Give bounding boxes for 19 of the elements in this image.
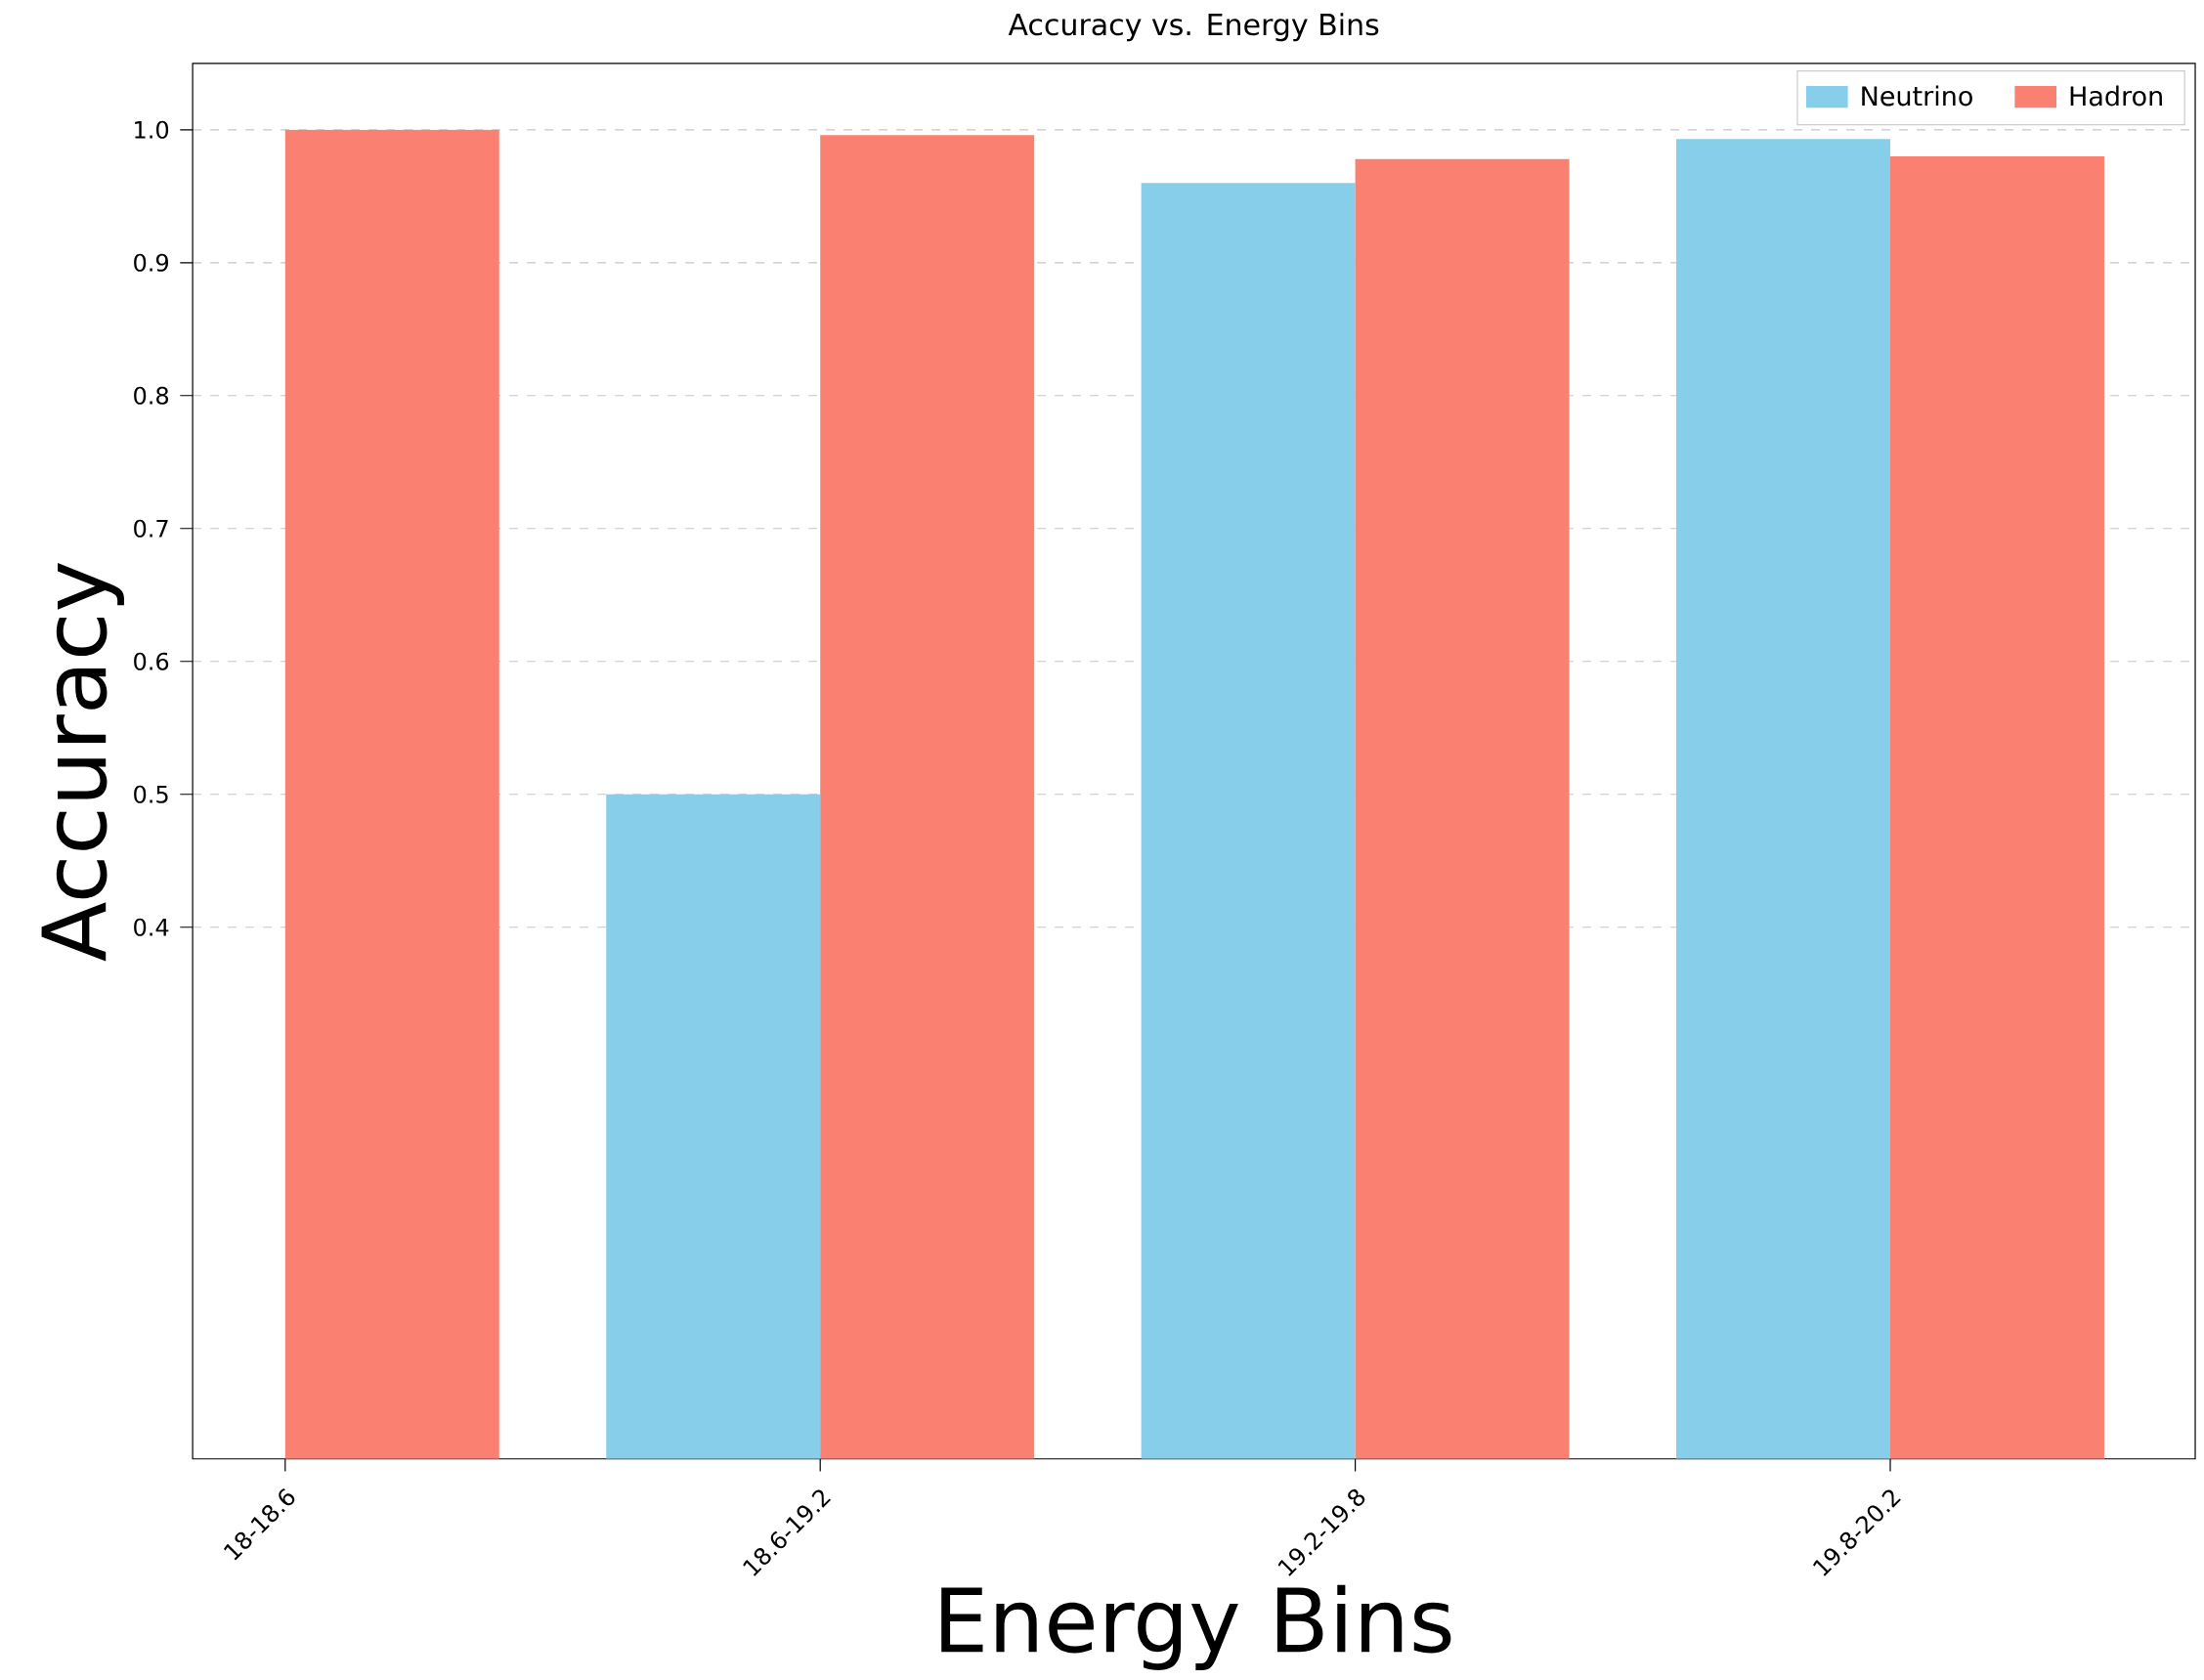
y-axis-title: Accuracy: [41, 562, 124, 962]
y-tick-label: 0.8: [134, 386, 169, 405]
y-tick-label: 0.5: [134, 785, 168, 803]
bar: [1141, 183, 1356, 1459]
y-tick-label: 0.6: [134, 652, 169, 670]
bar: [820, 135, 1035, 1459]
bar: [284, 129, 499, 1459]
legend-label: Hadron: [2070, 85, 2162, 107]
bar: [1676, 139, 1891, 1459]
x-axis-title: Energy Bins: [941, 1584, 1451, 1670]
legend-label: Neutrino: [1862, 85, 1972, 107]
y-tick-label: 0.4: [134, 918, 169, 936]
bar: [606, 794, 821, 1459]
y-tick-label: 1.0: [135, 120, 169, 139]
y-tick-label: 0.9: [134, 253, 169, 272]
y-tick-label: 0.7: [134, 519, 168, 538]
bar: [1890, 156, 2104, 1459]
chart-title: Accuracy vs. Energy Bins: [1008, 13, 1379, 42]
bar: [1355, 158, 1570, 1459]
